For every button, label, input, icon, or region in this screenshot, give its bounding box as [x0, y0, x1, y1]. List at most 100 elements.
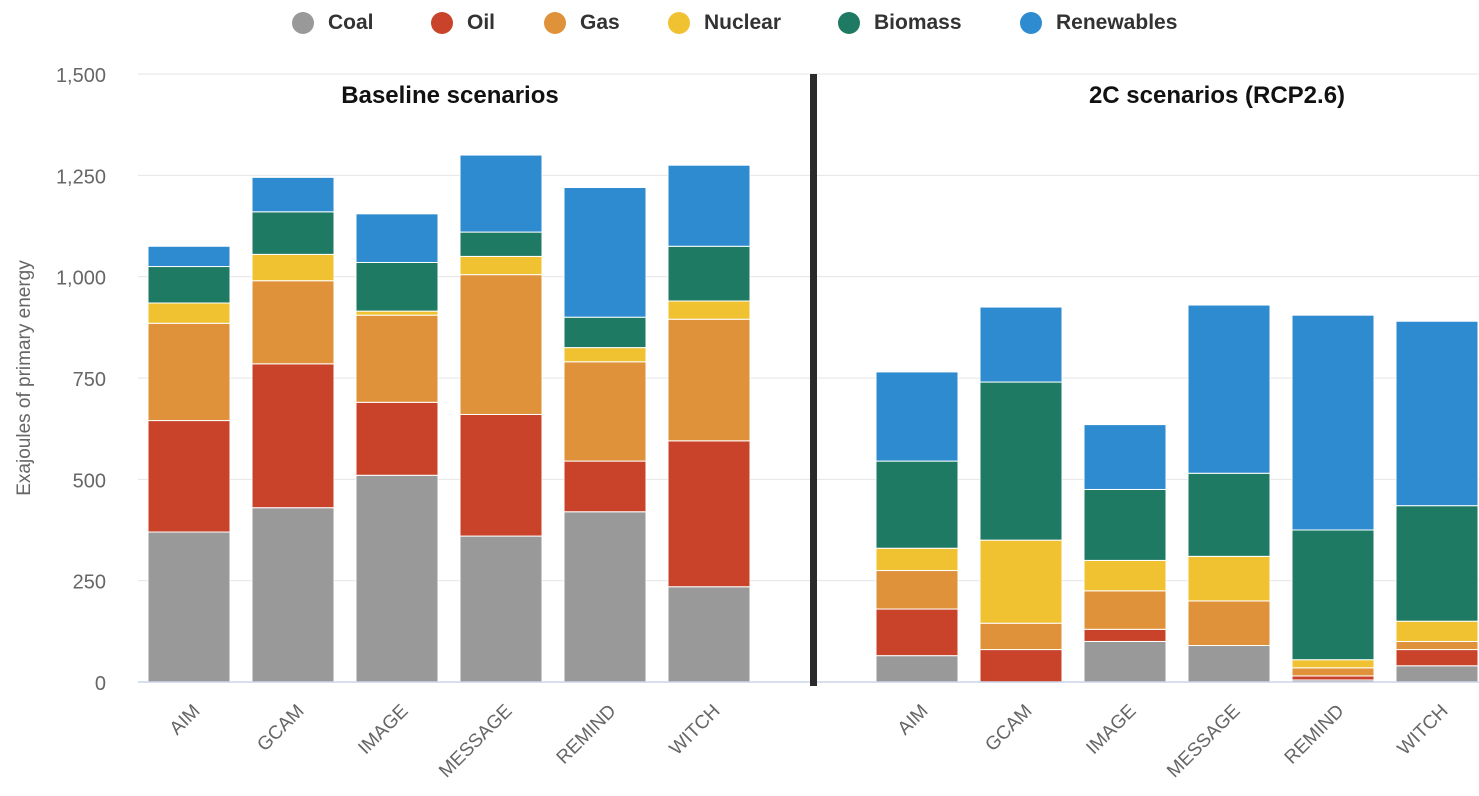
axes	[138, 74, 1479, 686]
bar-segment-gas[interactable]	[875, 570, 959, 610]
bar-segment-renewables[interactable]	[147, 245, 231, 268]
bars	[147, 154, 1479, 683]
bar-segment-gas[interactable]	[667, 318, 751, 442]
bar-segment-gas[interactable]	[459, 274, 543, 415]
bar-segment-renewables[interactable]	[563, 186, 647, 318]
bar-segment-biomass[interactable]	[355, 261, 439, 312]
grid-lines	[138, 73, 1479, 582]
bar-segment-nuclear[interactable]	[147, 302, 231, 324]
legend-label: Nuclear	[704, 11, 782, 34]
bar-segment-nuclear[interactable]	[667, 300, 751, 320]
bar-segment-gas[interactable]	[1395, 640, 1479, 651]
legend-swatch	[1020, 12, 1042, 34]
bar-segment-renewables[interactable]	[355, 213, 439, 263]
bar-segment-nuclear[interactable]	[1187, 555, 1271, 602]
bar-segment-gas[interactable]	[1187, 600, 1271, 647]
bar-segment-biomass[interactable]	[667, 245, 751, 302]
x-tick-label: REMIND	[1281, 701, 1349, 769]
bar-segment-nuclear[interactable]	[251, 253, 335, 282]
bar-segment-biomass[interactable]	[1291, 529, 1375, 661]
bar-segment-oil[interactable]	[251, 363, 335, 509]
bar-segment-gas[interactable]	[355, 314, 439, 403]
bar-segment-gas[interactable]	[1083, 590, 1167, 630]
legend-item-coal[interactable]: Coal	[292, 10, 374, 36]
bar-segment-oil[interactable]	[979, 649, 1063, 683]
x-tick-label: IMAGE	[1082, 701, 1140, 759]
bar-segment-nuclear[interactable]	[563, 347, 647, 363]
bar-segment-oil[interactable]	[1395, 649, 1479, 667]
legend-label: Biomass	[874, 11, 962, 34]
bar-segment-renewables[interactable]	[1291, 314, 1375, 531]
bar-segment-oil[interactable]	[459, 413, 543, 537]
bar-segment-oil[interactable]	[1291, 675, 1375, 681]
bar-segment-coal[interactable]	[875, 655, 959, 683]
bar-segment-oil[interactable]	[563, 460, 647, 513]
legend-label: Oil	[467, 11, 496, 34]
legend-swatch	[544, 12, 566, 34]
bar-segment-coal[interactable]	[1083, 640, 1167, 683]
bar-segment-biomass[interactable]	[1395, 505, 1479, 622]
y-tick-label: 500	[73, 470, 106, 492]
x-tick-label: WITCH	[666, 701, 725, 760]
bar-segment-biomass[interactable]	[563, 316, 647, 349]
bar-segment-oil[interactable]	[1083, 628, 1167, 642]
bar-segment-nuclear[interactable]	[1395, 620, 1479, 642]
bar-segment-gas[interactable]	[251, 280, 335, 365]
bar-segment-gas[interactable]	[147, 322, 231, 422]
bar-segment-nuclear[interactable]	[875, 547, 959, 572]
bar-segment-renewables[interactable]	[251, 176, 335, 213]
bar-segment-renewables[interactable]	[1187, 304, 1271, 474]
group-title: 2C scenarios (RCP2.6)	[1089, 82, 1345, 109]
bar-segment-biomass[interactable]	[459, 231, 543, 257]
bar-segment-coal[interactable]	[1395, 665, 1479, 683]
bar-segment-coal[interactable]	[459, 535, 543, 683]
legend-item-renewables[interactable]: Renewables	[1020, 10, 1177, 36]
y-axis-title: Exajoules of primary energy	[14, 260, 35, 496]
bar-segment-coal[interactable]	[355, 474, 439, 683]
bar-segment-renewables[interactable]	[1395, 320, 1479, 507]
bar-segment-oil[interactable]	[147, 420, 231, 533]
bar-segment-nuclear[interactable]	[1291, 659, 1375, 669]
legend-swatch	[668, 12, 690, 34]
bar-segment-coal[interactable]	[147, 531, 231, 683]
bar-segment-coal[interactable]	[1187, 645, 1271, 683]
y-tick-label: 1,000	[56, 268, 106, 290]
x-tick-label: IMAGE	[354, 701, 412, 759]
bar-segment-oil[interactable]	[667, 440, 751, 588]
bar-segment-oil[interactable]	[355, 401, 439, 476]
bar-segment-gas[interactable]	[1291, 667, 1375, 677]
legend-label: Coal	[328, 11, 374, 34]
bar-segment-coal[interactable]	[667, 586, 751, 683]
legend-item-gas[interactable]: Gas	[544, 10, 620, 36]
bar-segment-gas[interactable]	[979, 622, 1063, 651]
bar-segment-renewables[interactable]	[459, 154, 543, 233]
legend-item-biomass[interactable]: Biomass	[838, 10, 962, 36]
bar-segment-coal[interactable]	[563, 511, 647, 683]
bar-segment-renewables[interactable]	[875, 371, 959, 462]
legend-item-oil[interactable]: Oil	[431, 10, 495, 36]
y-tick-label: 1,250	[56, 166, 106, 188]
bar-segment-renewables[interactable]	[979, 306, 1063, 383]
group-title: Baseline scenarios	[341, 82, 558, 109]
bar-segment-renewables[interactable]	[667, 164, 751, 247]
bar-segment-biomass[interactable]	[979, 381, 1063, 541]
legend: Coal Oil Gas Nuclear Biomass Renewables	[0, 0, 1479, 46]
bar-segment-biomass[interactable]	[1083, 488, 1167, 561]
bar-segment-biomass[interactable]	[147, 266, 231, 304]
bar-segment-nuclear[interactable]	[459, 255, 543, 276]
bar-segment-renewables[interactable]	[1083, 424, 1167, 490]
bar-segment-oil[interactable]	[875, 608, 959, 657]
legend-label: Gas	[580, 11, 620, 34]
bar-segment-gas[interactable]	[563, 361, 647, 462]
bar-segment-biomass[interactable]	[1187, 472, 1271, 557]
bar-segment-biomass[interactable]	[251, 211, 335, 255]
y-tick-label: 0	[95, 673, 106, 695]
bar-segment-nuclear[interactable]	[1083, 559, 1167, 592]
bar-segment-nuclear[interactable]	[979, 539, 1063, 624]
bar-segment-biomass[interactable]	[875, 460, 959, 549]
legend-item-nuclear[interactable]: Nuclear	[668, 10, 781, 36]
y-tick-label: 750	[73, 369, 106, 391]
bar-segment-nuclear[interactable]	[355, 310, 439, 316]
bar-segment-coal[interactable]	[251, 507, 335, 683]
